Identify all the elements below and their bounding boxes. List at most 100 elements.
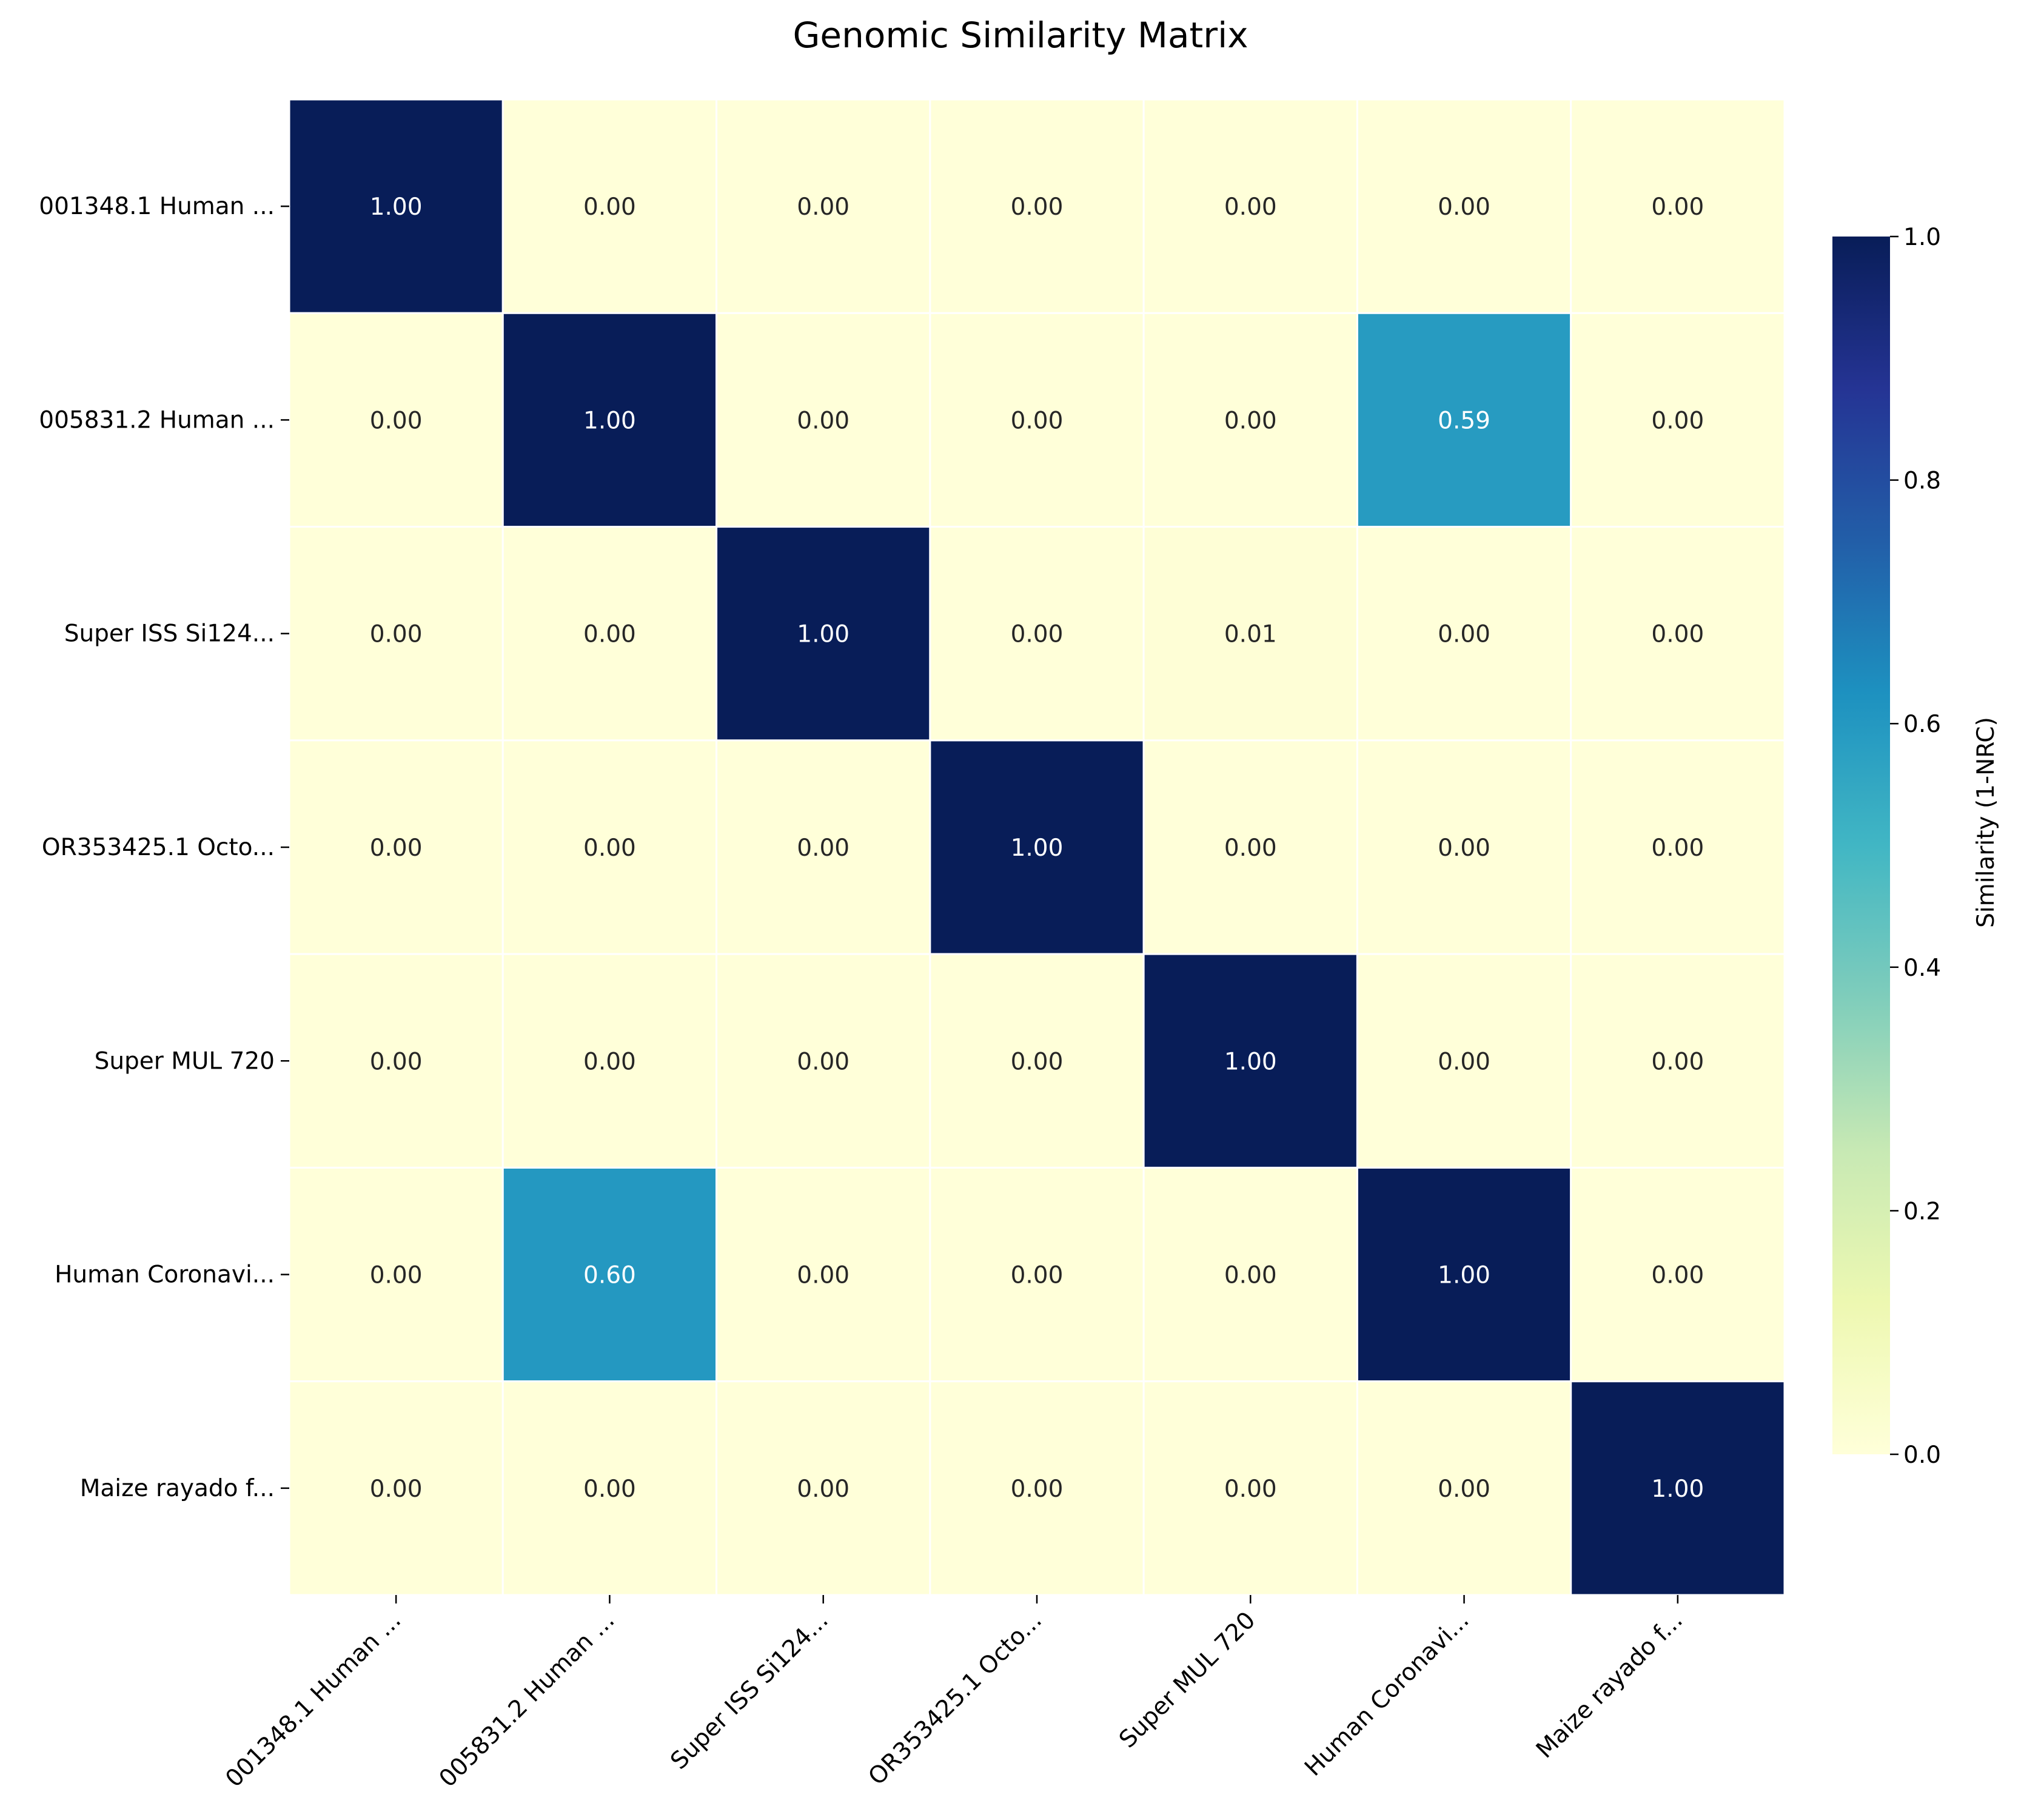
- cell-value-label: 0.00: [1651, 834, 1704, 862]
- cell-value-label: 0.00: [1651, 1048, 1704, 1075]
- cell-value-label: 0.00: [583, 193, 636, 221]
- y-tick-label: Human Coronavi...: [55, 1261, 275, 1289]
- y-tick-label: 001348.1 Human ...: [39, 193, 275, 220]
- heatmap-cell: [929, 526, 1145, 742]
- heatmap-cell: [1142, 1380, 1358, 1596]
- heatmap-cell: [288, 312, 504, 528]
- heatmap-cell: [716, 526, 931, 742]
- x-tick-label: 005831.2 Human ...: [434, 1607, 620, 1793]
- cell-value-label: 0.00: [1011, 621, 1064, 648]
- cell-value-label: 0.00: [583, 1476, 636, 1503]
- cell-value-label: 0.00: [1651, 193, 1704, 221]
- cell-value-label: 1.00: [1438, 1262, 1490, 1289]
- heatmap-cell: [1570, 312, 1786, 528]
- cell-value-label: 0.60: [583, 1262, 636, 1289]
- heatmap-cell: [288, 1380, 504, 1596]
- cell-value-label: 0.00: [1224, 193, 1277, 221]
- x-tick-label: Maize rayado f...: [1531, 1607, 1688, 1764]
- colorbar-tick-label: 0.8: [1903, 468, 1941, 495]
- heatmap-cell: [929, 1380, 1145, 1596]
- cell-value-label: 0.00: [1651, 1262, 1704, 1289]
- y-tick-label: 005831.2 Human ...: [39, 406, 275, 434]
- colorbar-tick-label: 0.0: [1903, 1442, 1941, 1469]
- heatmap-cell: [1356, 312, 1572, 528]
- y-axis: 001348.1 Human ... 005831.2 Human ... Supe…: [39, 193, 289, 1502]
- cell-value-label: 0.00: [797, 1476, 850, 1503]
- heatmap-cell: [288, 98, 504, 314]
- colorbar-tick-label: 1.0: [1903, 224, 1941, 251]
- cell-value-label: 1.00: [370, 193, 423, 221]
- heatmap-cell: [288, 526, 504, 742]
- heatmap-cell: [501, 1166, 718, 1383]
- heatmap-cell: [1142, 1166, 1358, 1383]
- heatmap-cell: [1570, 739, 1786, 955]
- heatmap-cell: [1142, 312, 1358, 528]
- x-tick-label: 001348.1 Human ...: [221, 1607, 407, 1793]
- cell-value-label: 0.59: [1438, 407, 1490, 434]
- cell-value-label: 0.00: [1651, 407, 1704, 434]
- heatmap-cell: [501, 98, 718, 314]
- cell-value-label: 0.00: [370, 407, 423, 434]
- y-tick-label: Maize rayado f...: [80, 1475, 275, 1502]
- heatmap-cell: [716, 312, 931, 528]
- y-tick-label: Super MUL 720: [95, 1047, 275, 1075]
- cell-value-label: 0.00: [1011, 1048, 1064, 1075]
- heatmap-cell: [1142, 98, 1358, 314]
- heatmap-cell: [1570, 953, 1786, 1169]
- cell-value-label: 0.00: [1224, 1262, 1277, 1289]
- cell-value-label: 0.00: [370, 1048, 423, 1075]
- heatmap-cell: [1570, 1380, 1786, 1596]
- heatmap-cell: [929, 1166, 1145, 1383]
- cell-value-label: 0.00: [1224, 834, 1277, 862]
- colorbar-gradient-bar: [1832, 237, 1890, 1454]
- heatmap-cell: [1356, 1380, 1572, 1596]
- heatmap-cell: [929, 98, 1145, 314]
- heatmap-cell: [1356, 739, 1572, 955]
- heatmap-cell: [716, 98, 931, 314]
- heatmap-cell: [1142, 526, 1358, 742]
- colorbar-tick-label: 0.2: [1903, 1198, 1941, 1225]
- heatmap-cell: [716, 953, 931, 1169]
- x-tick-label: Super ISS Si124...: [665, 1607, 833, 1775]
- cell-value-label: 0.00: [1651, 621, 1704, 648]
- colorbar-tick-label: 0.4: [1903, 955, 1941, 982]
- cell-value-label: 0.00: [370, 621, 423, 648]
- heatmap-cell-labels: 1.00 0.00 0.00 0.00 0.00 0.00 0.00 0.00 1.00 0.00…: [370, 193, 1704, 1503]
- heatmap-cell: [1570, 526, 1786, 742]
- heatmap-cells: [288, 98, 1786, 1596]
- cell-value-label: 0.01: [1224, 621, 1277, 648]
- y-tick-label: OR353425.1 Octo...: [42, 834, 275, 861]
- cell-value-label: 0.00: [583, 621, 636, 648]
- cell-value-label: 0.00: [797, 834, 850, 862]
- colorbar: 0.0 0.2 0.4 0.6 0.8 1.0: [1832, 224, 1941, 1469]
- heatmap-cell: [288, 1166, 504, 1383]
- heatmap-cell: [501, 739, 718, 955]
- cell-value-label: 1.00: [1651, 1476, 1704, 1503]
- heatmap-cell: [501, 526, 718, 742]
- cell-value-label: 0.00: [797, 1048, 850, 1075]
- heatmap-cell: [288, 739, 504, 955]
- colorbar-tick-label: 0.6: [1903, 711, 1941, 738]
- cell-value-label: 1.00: [797, 621, 850, 648]
- heatmap-cell: [1570, 1166, 1786, 1383]
- cell-value-label: 0.00: [370, 1262, 423, 1289]
- cell-value-label: 0.00: [1438, 1048, 1490, 1075]
- cell-value-label: 0.00: [1224, 407, 1277, 434]
- heatmap-cell: [1356, 98, 1572, 314]
- cell-value-label: 1.00: [1224, 1048, 1277, 1075]
- colorbar-label: Similarity (1-NRC): [1972, 717, 2000, 928]
- x-axis: 001348.1 Human ... 005831.2 Human ... Supe…: [221, 1595, 1688, 1793]
- x-tick-label: Super MUL 720: [1114, 1607, 1261, 1753]
- cell-value-label: 0.00: [370, 1476, 423, 1503]
- cell-value-label: 0.00: [797, 193, 850, 221]
- cell-value-label: 0.00: [1224, 1476, 1277, 1503]
- cell-value-label: 0.00: [1011, 193, 1064, 221]
- cell-value-label: 0.00: [797, 407, 850, 434]
- cell-value-label: 0.00: [1438, 621, 1490, 648]
- cell-value-label: 0.00: [370, 834, 423, 862]
- cell-value-label: 0.00: [1438, 1476, 1490, 1503]
- cell-value-label: 0.00: [1011, 1262, 1064, 1289]
- cell-value-label: 0.00: [583, 1048, 636, 1075]
